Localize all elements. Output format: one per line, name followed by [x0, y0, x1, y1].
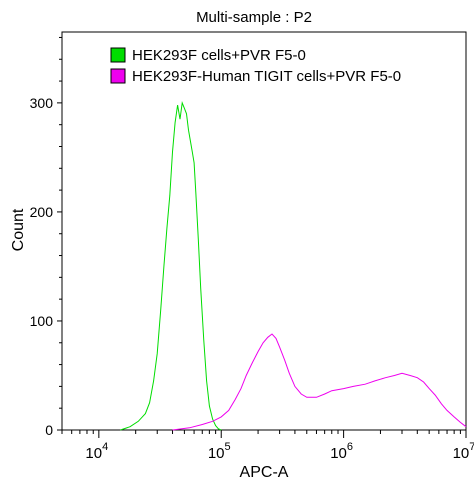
- x-tick-label: 106: [330, 441, 353, 462]
- x-tick-label: 105: [208, 441, 231, 462]
- x-tick-base: 10: [208, 445, 225, 462]
- y-tick-label: 100: [30, 313, 54, 329]
- legend-label: HEK293F cells+PVR F5-0: [132, 47, 306, 64]
- y-tick-label: 300: [30, 95, 54, 111]
- y-tick-label: 0: [45, 422, 53, 438]
- plot-frame: [61, 31, 467, 431]
- legend-label: HEK293F-Human TIGIT cells+PVR F5-0: [132, 68, 401, 85]
- x-tick-label: 107: [453, 441, 474, 462]
- y-axis-ticks: 0 100 200 300: [30, 36, 62, 438]
- x-axis-ticks: 104 105 106 107: [61, 430, 474, 462]
- legend-swatch: [110, 68, 126, 84]
- legend: HEK293F cells+PVR F5-0 HEK293F-Human TIGI…: [110, 47, 401, 85]
- x-tick-exponent: 7: [469, 441, 474, 453]
- legend-swatch: [110, 47, 126, 63]
- y-axis-label: Count: [10, 208, 27, 251]
- x-tick-base: 10: [85, 445, 102, 462]
- series-line-2: [172, 333, 467, 431]
- series-layer: [120, 100, 467, 431]
- chart-title: Multi-sample : P2: [196, 9, 312, 26]
- x-tick-base: 10: [330, 445, 347, 462]
- x-tick-exponent: 5: [225, 441, 231, 453]
- x-tick-exponent: 6: [347, 441, 353, 453]
- x-axis-label: APC-A: [240, 464, 289, 481]
- y-tick-label: 200: [30, 204, 54, 220]
- series-line-1: [120, 100, 222, 431]
- x-tick-label: 104: [85, 441, 108, 462]
- x-tick-exponent: 4: [102, 441, 108, 453]
- x-tick-base: 10: [453, 445, 470, 462]
